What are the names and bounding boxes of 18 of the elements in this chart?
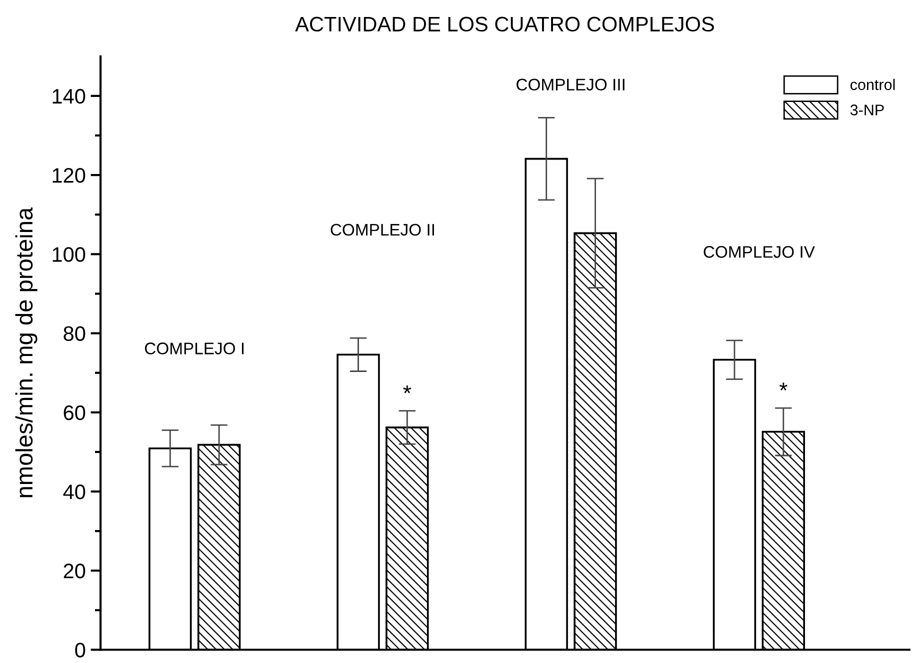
legend-label: 3-NP (850, 104, 884, 116)
annotation: COMPLEJO IV (704, 246, 815, 258)
y-tick-label: 140 (52, 88, 86, 104)
annotation: COMPLEJO I (144, 342, 244, 354)
y-tick-label: 20 (64, 564, 86, 578)
chart-title: ACTIVIDAD DE LOS CUATRO COMPLEJOS (295, 16, 714, 32)
y-tick-label: 60 (64, 405, 86, 420)
annotation: COMPLEJO III (516, 78, 624, 90)
y-tick-label: 80 (64, 326, 86, 342)
annotation: * (779, 382, 788, 390)
y-tick-label: 40 (63, 484, 86, 500)
y-tick-label: 120 (52, 168, 86, 183)
legend-label: control (850, 78, 895, 90)
y-tick-label: 0 (75, 642, 86, 658)
annotation: * (403, 385, 412, 394)
y-tick-label: 100 (52, 247, 86, 262)
y-axis-title: nmoles/min. mg de proteina (15, 207, 38, 498)
annotation: COMPLEJO II (330, 224, 434, 236)
